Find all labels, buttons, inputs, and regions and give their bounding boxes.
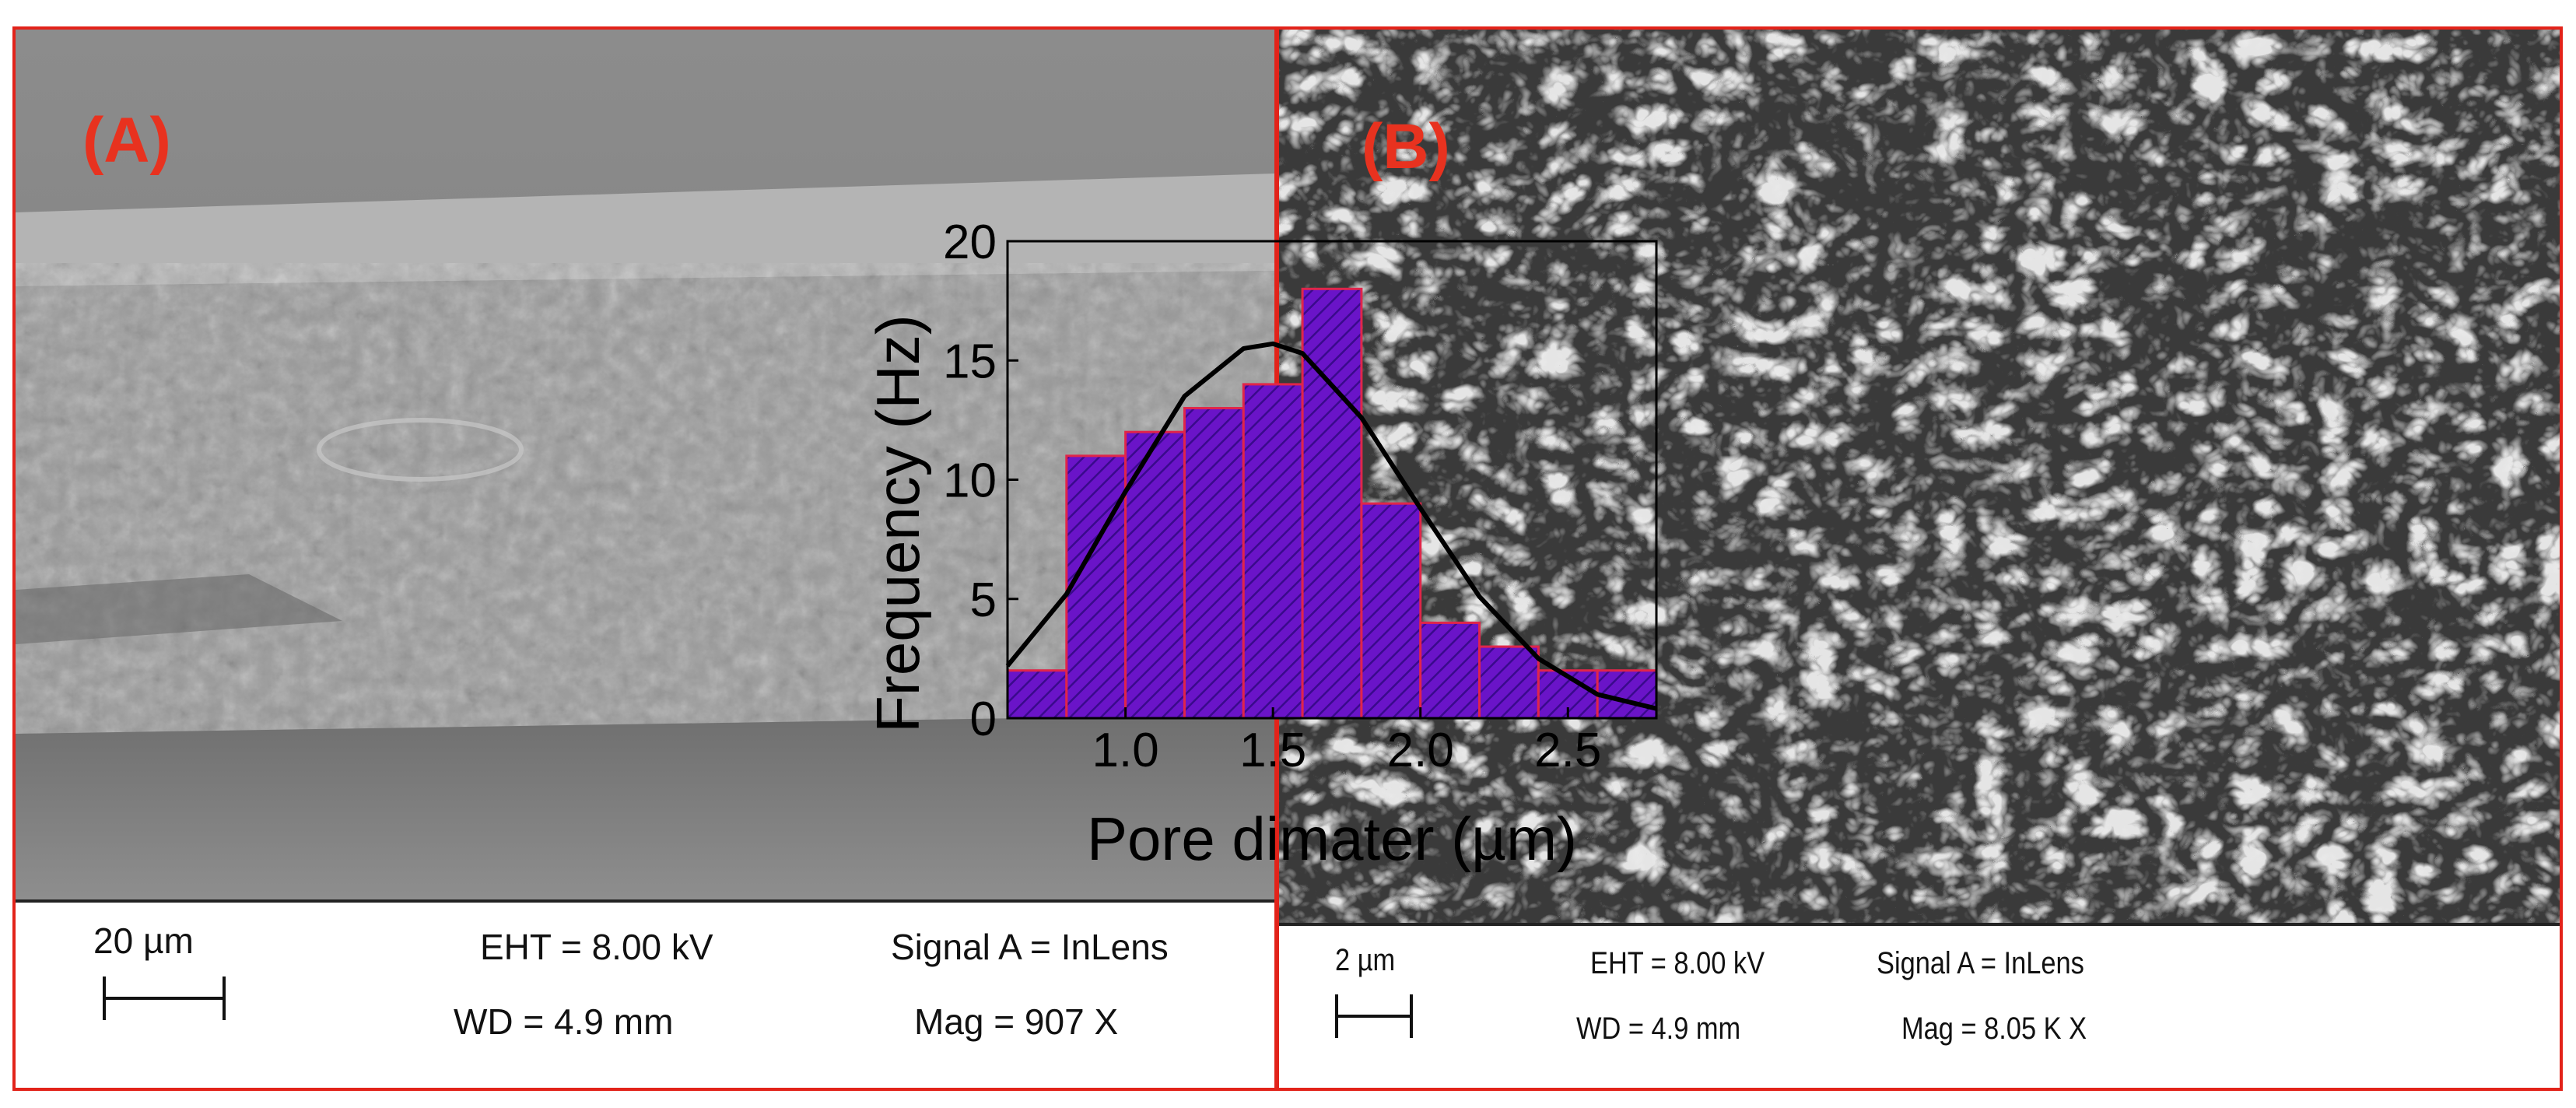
y-tick-label: 10 — [943, 454, 997, 508]
histogram-bar — [1006, 669, 1068, 720]
eht-b: EHT = 8.00 kV — [1590, 946, 1765, 980]
scale-label-a: 20 µm — [93, 920, 194, 961]
x-axis-label: Pore dimater (µm) — [1087, 805, 1577, 873]
x-tick-label: 1.5 — [1239, 724, 1306, 777]
y-tick-label: 15 — [943, 335, 997, 388]
histogram-bar — [1242, 383, 1304, 720]
wd-a: WD = 4.9 mm — [454, 1001, 674, 1042]
y-tick-label: 20 — [943, 216, 997, 269]
panel-label-a: (A) — [82, 105, 171, 176]
x-tick-label: 1.0 — [1092, 724, 1159, 777]
pore-diameter-histogram: 0 5 10 15 20 1.0 1.5 2.0 2.5 Pore dimater (µm) F… — [852, 210, 1708, 879]
gaussian-fit-curve — [1005, 341, 1657, 711]
histogram-bar — [1183, 407, 1245, 720]
panel-b: (B) 2 µm EHT = 8.00 kV WD = 4.9 mm Signa… — [1276, 26, 2563, 1091]
sem-databar-b: 2 µm EHT = 8.00 kV WD = 4.9 mm Signal A … — [1279, 923, 2560, 1088]
x-tick-label: 2.0 — [1387, 724, 1454, 777]
wd-b: WD = 4.9 mm — [1576, 1012, 1741, 1046]
histogram-bar — [1478, 645, 1540, 720]
panel-a: (A) 20 µm EHT = 8.00 kV WD = 4.9 mm Sign… — [12, 26, 1277, 1091]
x-tick-label: 2.5 — [1534, 724, 1601, 777]
sem-image-b — [1279, 30, 2560, 923]
y-tick-label: 0 — [970, 692, 997, 746]
histogram-svg: 0 5 10 15 20 1.0 1.5 2.0 2.5 Pore dimater (µm) F… — [864, 216, 1658, 873]
scale-bar-b — [1335, 994, 1413, 1038]
panel-label-b: (B) — [1362, 111, 1450, 182]
y-axis-label: Frequency (Hz) — [864, 314, 932, 732]
scale-label-b: 2 µm — [1335, 943, 1396, 977]
sem-image-a — [16, 30, 1274, 899]
sem-databar-a: 20 µm EHT = 8.00 kV WD = 4.9 mm Signal A… — [16, 899, 1274, 1088]
signal-a: Signal A = InLens — [891, 927, 1169, 967]
y-tick-label: 5 — [970, 573, 997, 627]
scale-bar-a — [103, 977, 226, 1020]
signal-b: Signal A = InLens — [1877, 946, 2084, 980]
mag-a: Mag = 907 X — [914, 1001, 1119, 1042]
mag-b: Mag = 8.05 K X — [1901, 1012, 2087, 1046]
histogram-bar — [1301, 287, 1363, 720]
histogram-bar — [1419, 621, 1481, 720]
eht-a: EHT = 8.00 kV — [480, 927, 713, 967]
histogram-bar — [1065, 454, 1127, 720]
histogram-bar — [1360, 502, 1422, 720]
